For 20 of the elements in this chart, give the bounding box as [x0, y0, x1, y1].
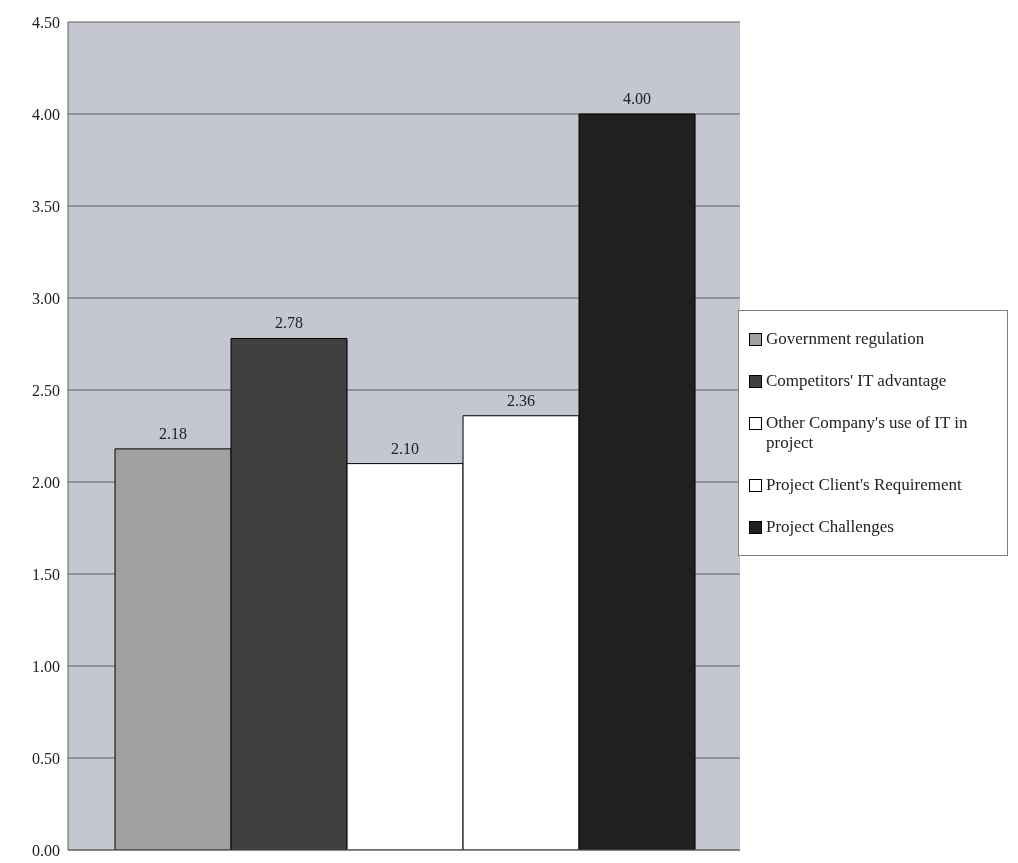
- y-tick-label: 2.50: [32, 381, 60, 399]
- y-tick-label: 4.50: [32, 13, 60, 31]
- legend-label: Project Challenges: [766, 517, 894, 537]
- legend-label: Project Client's Requirement: [766, 475, 962, 495]
- y-tick-label: 1.50: [32, 565, 60, 583]
- data-label: 2.36: [507, 391, 536, 409]
- legend-label: Competitors' IT advantage: [766, 371, 947, 391]
- y-tick-label: 3.50: [32, 197, 60, 215]
- y-tick-label: 0.50: [32, 749, 60, 767]
- data-label: 2.78: [275, 314, 304, 332]
- y-tick-label: 3.00: [32, 289, 60, 307]
- legend-label: Government regulation: [766, 329, 925, 349]
- y-tick-label: 0.00: [32, 841, 60, 859]
- y-tick-label: 4.00: [32, 105, 60, 123]
- data-label: 4.00: [623, 90, 652, 107]
- data-label: 2.18: [159, 424, 188, 442]
- y-tick-label: 1.00: [32, 657, 60, 675]
- legend-label: Other Company's use of IT in project: [766, 413, 969, 453]
- y-tick-label: 2.00: [32, 473, 60, 491]
- data-label: 2.10: [391, 439, 420, 457]
